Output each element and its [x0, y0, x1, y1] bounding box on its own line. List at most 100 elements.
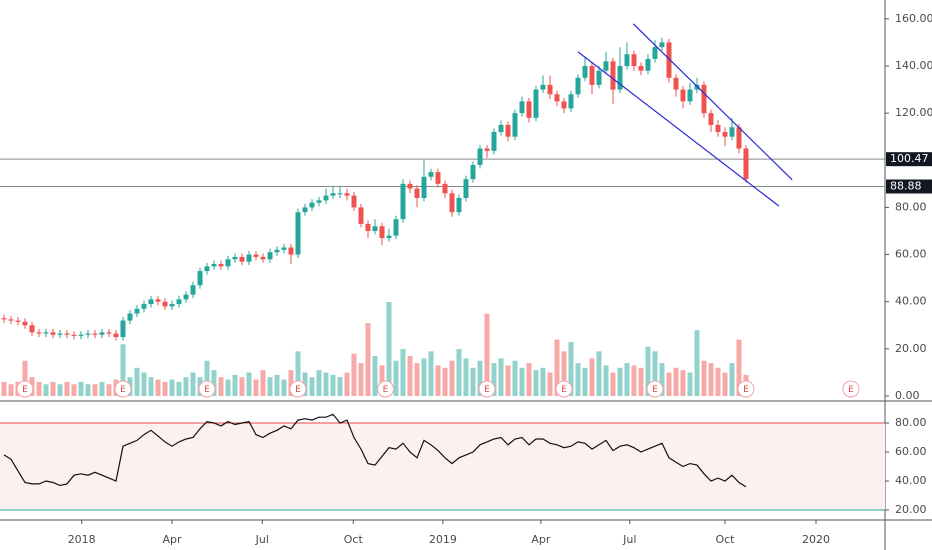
volume-bar [358, 363, 364, 396]
volume-bar [673, 367, 679, 396]
candle-body [526, 101, 532, 118]
volume-bar [190, 372, 196, 396]
candle-body [358, 207, 364, 224]
y-tick-label: 20.00 [895, 342, 927, 355]
volume-bar [365, 323, 371, 396]
volume-bar [596, 351, 602, 396]
earnings-marker [842, 380, 860, 398]
candle-body [351, 195, 357, 208]
candle-body [400, 183, 406, 220]
volume-bar [526, 363, 532, 396]
earnings-marker [198, 380, 216, 398]
rsi-y-tick-label: 40.00 [895, 474, 927, 487]
candle-body [162, 301, 168, 307]
earnings-marker [737, 380, 755, 398]
candle-body [29, 325, 35, 333]
volume-bar [50, 381, 56, 396]
candle-body [183, 294, 189, 300]
earnings-marker [16, 380, 34, 398]
volume-bar [330, 374, 336, 396]
candle-body [57, 333, 63, 335]
candle-body [106, 332, 112, 334]
candle-body [589, 65, 595, 85]
candle-body [491, 131, 497, 151]
volume-bar [470, 367, 476, 396]
candle-body [442, 183, 448, 194]
candle-body [470, 164, 476, 180]
y-tick-label: 120.00 [895, 106, 932, 119]
volume-bar [162, 381, 168, 396]
candle-body [463, 179, 469, 198]
candle-body [365, 223, 371, 231]
candle-body [64, 333, 70, 335]
volume-bar [680, 370, 686, 396]
candle-body [78, 334, 84, 336]
candle-body [344, 193, 350, 196]
volume-bar [169, 379, 175, 396]
volume-bar [498, 358, 504, 396]
volume-bar [435, 365, 441, 396]
volume-bar [554, 339, 560, 396]
rsi-band-fill [0, 423, 885, 511]
earnings-label: E [120, 385, 126, 395]
volume-bar [386, 301, 392, 396]
earnings-label: E [204, 385, 210, 395]
volume-bar [659, 363, 665, 396]
volume-bar [491, 363, 497, 396]
y-tick-label: 140.00 [895, 59, 932, 72]
volume-bar [274, 374, 280, 396]
volume-bar [568, 341, 574, 396]
volume-bar [22, 360, 28, 396]
earnings-marker [289, 380, 307, 398]
level-label: 88.88 [890, 179, 922, 192]
x-tick-label: Jul [622, 533, 636, 546]
volume-bar [603, 365, 609, 396]
volume-bar [638, 367, 644, 396]
candle-body [155, 299, 161, 302]
volume-bar [407, 356, 413, 396]
candle-body [288, 247, 294, 255]
candle-body [92, 333, 98, 335]
volume-bar [211, 370, 217, 396]
candle-body [218, 263, 224, 267]
volume-bar [463, 358, 469, 396]
earnings-marker [114, 380, 132, 398]
volume-bar [225, 379, 231, 396]
volume-bar [722, 372, 728, 396]
x-tick-label: Apr [162, 533, 182, 546]
channel-line [632, 23, 793, 181]
earnings-label: E [848, 385, 854, 395]
candle-body [694, 84, 700, 90]
candle-body [36, 332, 42, 334]
volume-bar [666, 372, 672, 396]
candle-body [71, 334, 77, 336]
volume-bar [85, 384, 91, 396]
volume-bar [428, 351, 434, 396]
volume-bar [155, 379, 161, 396]
candle-body [211, 263, 217, 267]
volume-bar [617, 367, 623, 396]
candle-body [22, 321, 28, 326]
candle-body [246, 254, 252, 262]
volume-bar [232, 374, 238, 396]
volume-bar [379, 365, 385, 396]
candle-body [505, 124, 511, 137]
y-tick-label: 80.00 [895, 200, 927, 213]
candle-body [603, 61, 609, 71]
candle-body [134, 308, 140, 314]
volume-bar [372, 356, 378, 396]
candle-body [379, 226, 385, 239]
volume-bar [610, 372, 616, 396]
candle-body [449, 193, 455, 213]
volume-bar [253, 379, 259, 396]
candle-body [687, 89, 693, 102]
volume-bar [78, 381, 84, 396]
volume-bar [631, 365, 637, 396]
volume-bar [687, 372, 693, 396]
volume-bar [148, 377, 154, 396]
volume-bar [414, 363, 420, 396]
volume-bar [505, 365, 511, 396]
volume-bar [519, 367, 525, 396]
candle-body [148, 299, 154, 305]
candle-body [645, 58, 651, 71]
